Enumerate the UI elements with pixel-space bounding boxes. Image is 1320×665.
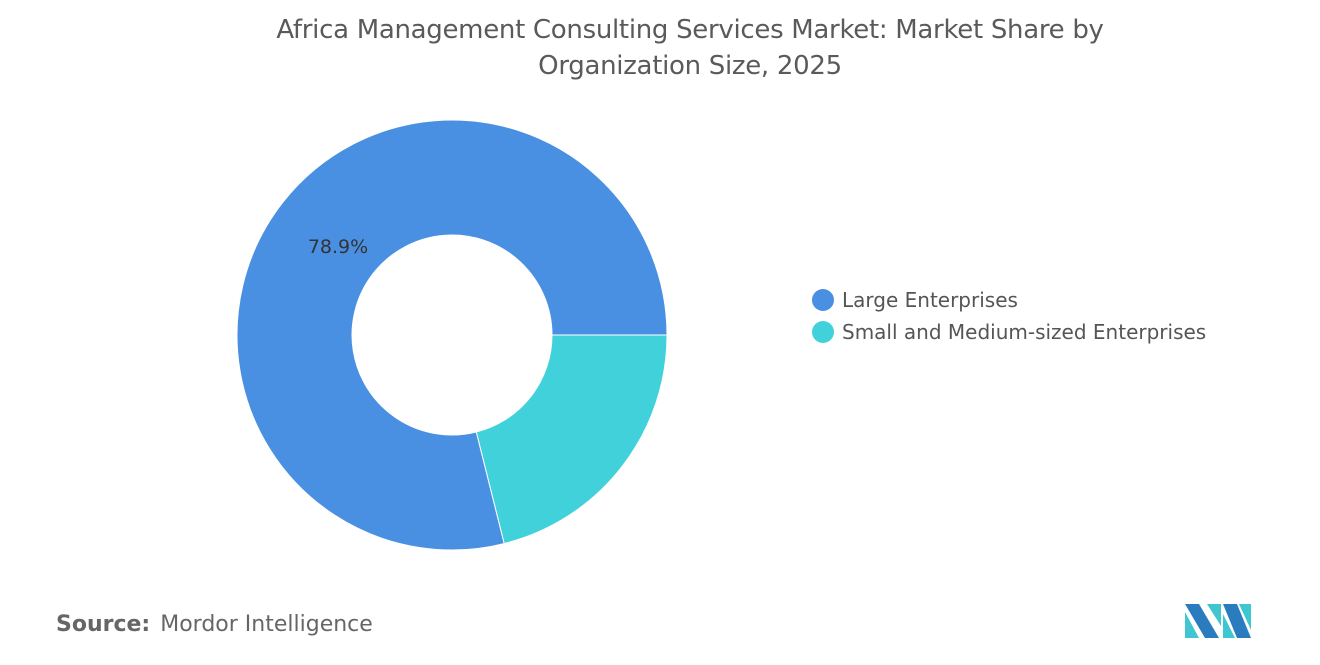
source-label: Source: <box>56 612 151 637</box>
legend-item-large-enterprises[interactable]: Large Enterprises <box>812 284 1206 316</box>
legend: Large Enterprises Small and Medium-sized… <box>812 284 1206 348</box>
source-note: Source: Mordor Intelligence <box>56 612 373 637</box>
slice-large-enterprises[interactable] <box>236 119 668 551</box>
chart-title-line-2: Organization Size, 2025 <box>538 51 842 81</box>
legend-swatch <box>812 289 834 311</box>
source-value: Mordor Intelligence <box>160 612 373 637</box>
chart-title: Africa Management Consulting Services Ma… <box>0 12 1320 84</box>
legend-swatch <box>812 321 834 343</box>
slice-sme[interactable] <box>475 334 668 545</box>
legend-item-sme[interactable]: Small and Medium-sized Enterprises <box>812 316 1206 348</box>
legend-label: Small and Medium-sized Enterprises <box>842 320 1207 344</box>
chart-title-line-1: Africa Management Consulting Services Ma… <box>276 15 1104 45</box>
data-label-large-enterprises: 78.9% <box>308 236 368 258</box>
mordor-intelligence-logo <box>1185 604 1251 638</box>
legend-label: Large Enterprises <box>842 288 1018 312</box>
